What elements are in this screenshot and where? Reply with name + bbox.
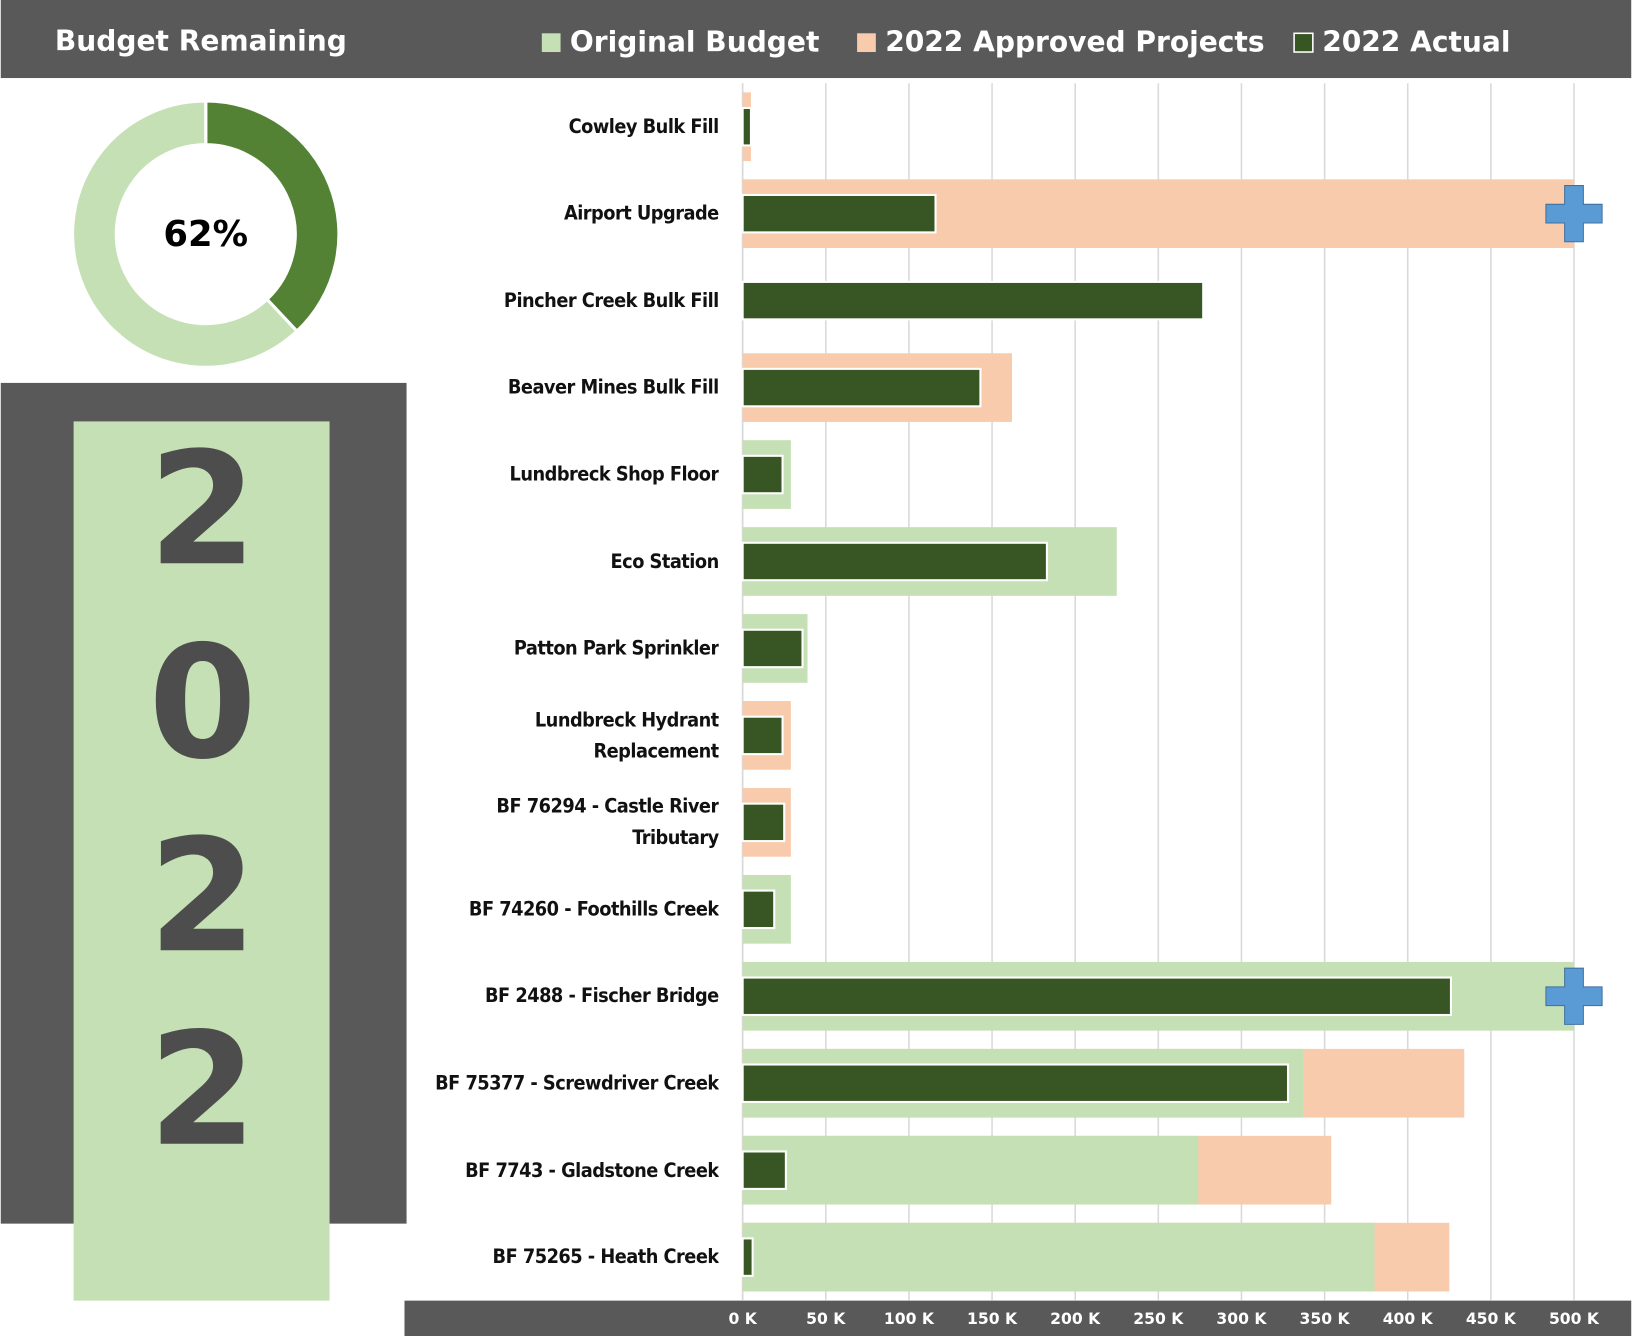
bar: [741, 454, 784, 495]
y-tick-label: BF 76294 - Castle River Tributary: [496, 795, 719, 850]
year-digit: 2: [148, 805, 257, 987]
bar: [741, 889, 776, 930]
y-tick-label: Beaver Mines Bulk Fill: [507, 376, 719, 400]
plus-icon: [1545, 185, 1603, 243]
x-tick-label: 50 K: [806, 1310, 846, 1328]
year-box: [73, 421, 330, 1301]
header-title: Budget Remaining: [55, 25, 347, 58]
y-tick-label: Pincher Creek Bulk Fill: [503, 289, 719, 313]
y-tick-label: BF 7743 - Gladstone Creek: [465, 1158, 719, 1182]
category-label-box: BF 7743 - Gladstone Creek: [465, 1158, 719, 1182]
y-tick-label: Cowley Bulk Fill: [568, 115, 719, 139]
bar: [741, 367, 982, 408]
legend-label: Original Budget: [570, 26, 819, 59]
legend-swatch: [857, 33, 876, 53]
bar: [741, 976, 1453, 1017]
header-bar: [0, 0, 1632, 79]
axis-bar: [404, 1300, 1632, 1336]
category-label-box: Beaver Mines Bulk Fill: [507, 376, 719, 400]
x-tick-label: 0 K: [728, 1310, 757, 1328]
category-label-box: Cowley Bulk Fill: [568, 115, 719, 139]
category-label-box: Lundbreck Hydrant Replacement: [534, 708, 719, 763]
category-label-box: Pincher Creek Bulk Fill: [503, 289, 719, 313]
x-tick-label: 250 K: [1133, 1310, 1184, 1328]
y-tick-label: BF 2488 - Fischer Bridge: [485, 984, 719, 1008]
legend-swatch: [541, 33, 561, 53]
bar: [741, 106, 752, 147]
donut-slice: [204, 99, 341, 334]
donut-slice: [71, 99, 300, 369]
y-tick-label: Patton Park Sprinkler: [513, 636, 719, 660]
category-label-box: BF 75377 - Screwdriver Creek: [435, 1071, 719, 1095]
x-tick-label: 150 K: [967, 1310, 1018, 1328]
y-tick-label: Lundbreck Shop Floor: [509, 463, 719, 486]
overflow-marker: [1545, 185, 1603, 243]
x-tick-label: 400 K: [1383, 1310, 1434, 1328]
x-tick-label: 100 K: [884, 1310, 935, 1328]
plus-icon: [1545, 967, 1603, 1025]
category-label-box: Lundbreck Shop Floor: [509, 463, 719, 486]
bar: [741, 541, 1048, 582]
overflow-marker: [1545, 967, 1603, 1025]
bar: [742, 1135, 1199, 1205]
y-tick-label: BF 75265 - Heath Creek: [492, 1245, 719, 1269]
x-tick-label: 350 K: [1300, 1310, 1351, 1328]
legend-label: 2022 Actual: [1322, 26, 1510, 59]
bar: [741, 1150, 787, 1190]
category-label-box: Eco Station: [610, 550, 719, 573]
donut-label: 62%: [163, 214, 248, 255]
year-digit: 2: [148, 418, 257, 600]
category-label-box: Airport Upgrade: [563, 202, 719, 226]
y-tick-label: Airport Upgrade: [563, 202, 719, 226]
y-tick-label: BF 74260 - Foothills Creek: [468, 897, 719, 921]
legend-swatch: [1293, 32, 1314, 53]
bar: [741, 280, 1205, 321]
legend-label: 2022 Approved Projects: [885, 26, 1264, 59]
x-tick-label: 200 K: [1050, 1310, 1101, 1328]
bar: [741, 628, 804, 669]
year-digit: 2: [148, 999, 257, 1181]
bar: [741, 715, 784, 756]
y-tick-label: Eco Station: [610, 550, 719, 573]
category-label-box: BF 74260 - Foothills Creek: [468, 897, 719, 921]
year-digit: 0: [148, 612, 257, 794]
y-tick-label: BF 75377 - Screwdriver Creek: [435, 1071, 719, 1095]
x-tick-label: 450 K: [1466, 1310, 1517, 1328]
category-label-box: BF 75265 - Heath Creek: [492, 1245, 719, 1269]
category-label-box: BF 76294 - Castle River Tributary: [496, 795, 719, 850]
bar: [741, 802, 786, 843]
category-label-box: BF 2488 - Fischer Bridge: [485, 984, 719, 1008]
x-tick-label: 300 K: [1216, 1310, 1267, 1328]
category-label-box: Patton Park Sprinkler: [513, 636, 719, 660]
x-tick-label: 500 K: [1549, 1310, 1600, 1328]
bar: [742, 1222, 1375, 1292]
bar: [741, 1237, 754, 1277]
bar: [741, 193, 937, 234]
bar: [741, 1063, 1290, 1104]
y-tick-label: Lundbreck Hydrant Replacement: [534, 708, 719, 763]
